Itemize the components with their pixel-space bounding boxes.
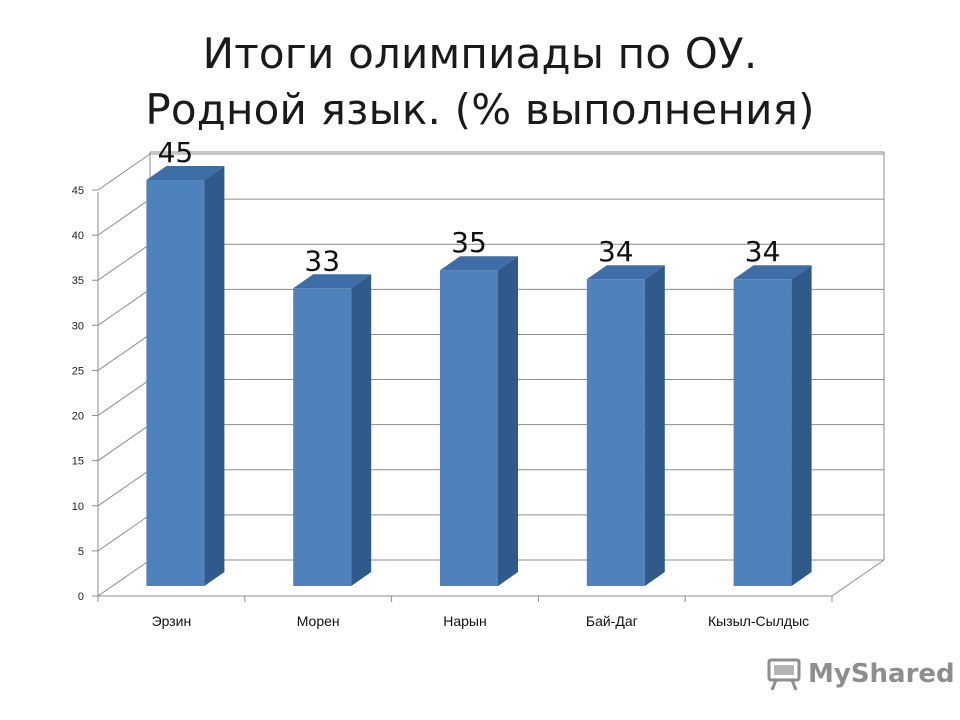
bar-side-face — [351, 274, 372, 586]
bar — [146, 166, 225, 586]
bar-side-face — [204, 166, 225, 586]
y-tick-label: 5 — [78, 546, 84, 558]
gridline-side — [97, 469, 151, 507]
bar-side-face — [644, 265, 665, 586]
y-tick-label: 10 — [72, 501, 84, 513]
gridline-side — [97, 514, 151, 552]
data-label: 34 — [745, 235, 781, 268]
bar-top-face — [146, 166, 225, 180]
bar-top-face — [293, 274, 372, 289]
gridline-side — [97, 153, 151, 191]
y-tick-label: 45 — [72, 185, 84, 197]
bar-front-face — [293, 288, 352, 586]
floor-right-edge — [831, 559, 885, 597]
y-tick-label: 0 — [78, 591, 84, 603]
bar-front-face — [733, 279, 792, 586]
x-category-label: Кызыл-Сылдыс — [708, 613, 809, 629]
bar — [733, 265, 812, 586]
bar-side-face — [498, 256, 518, 586]
bar-top-face — [586, 265, 665, 280]
watermark: MyShared — [766, 654, 955, 694]
bar-top-face — [440, 256, 518, 271]
y-tick-label: 40 — [72, 230, 84, 242]
x-category-label: Морен — [297, 613, 340, 629]
y-tick-label: 15 — [72, 456, 84, 468]
data-label: 34 — [598, 235, 634, 268]
bar-front-face — [440, 270, 498, 586]
gridline-side — [97, 559, 151, 597]
data-label: 45 — [158, 136, 194, 169]
y-axis-ticks: 0 5 10 15 20 25 30 35 40 45 — [72, 185, 84, 603]
chart-title: Итоги олимпиады по ОУ. Родной язык. (% в… — [0, 26, 960, 138]
gridline-side — [97, 334, 151, 371]
x-category-label: Эрзин — [152, 613, 192, 629]
x-category-label: Нарын — [443, 613, 486, 629]
bar-front-face — [146, 180, 205, 586]
chart-title-line-1: Итоги олимпиады по ОУ. — [202, 29, 758, 78]
bar-side-face — [791, 265, 812, 586]
y-tick-label: 25 — [72, 365, 84, 377]
y-tick-label: 30 — [72, 320, 84, 332]
data-labels: 45 33 35 34 34 — [158, 136, 781, 277]
x-category-label: Бай-Даг — [586, 613, 638, 629]
bar — [440, 256, 518, 586]
chart-title-line-2: Родной язык. (% выполнения) — [145, 85, 815, 134]
bar-top-face — [733, 265, 812, 280]
data-label: 33 — [304, 244, 340, 277]
presentation-board-icon — [767, 658, 801, 691]
gridline-side — [97, 288, 151, 326]
bar-front-face — [586, 279, 645, 586]
gridline-side — [97, 198, 151, 236]
bar — [293, 274, 372, 586]
watermark-text: MyShared — [808, 659, 955, 689]
y-tick-label: 35 — [72, 275, 84, 287]
x-axis-categories: Эрзин Морен Нарын Бай-Даг Кызыл-Сылдыс — [152, 613, 810, 629]
gridline-side — [97, 379, 151, 416]
data-label: 35 — [451, 226, 487, 259]
y-tick-label: 20 — [72, 411, 84, 423]
bar — [586, 265, 665, 586]
gridline-side — [97, 243, 151, 281]
chart-bars — [146, 166, 812, 586]
gridline-side — [97, 424, 151, 462]
chart-walls — [97, 151, 885, 597]
